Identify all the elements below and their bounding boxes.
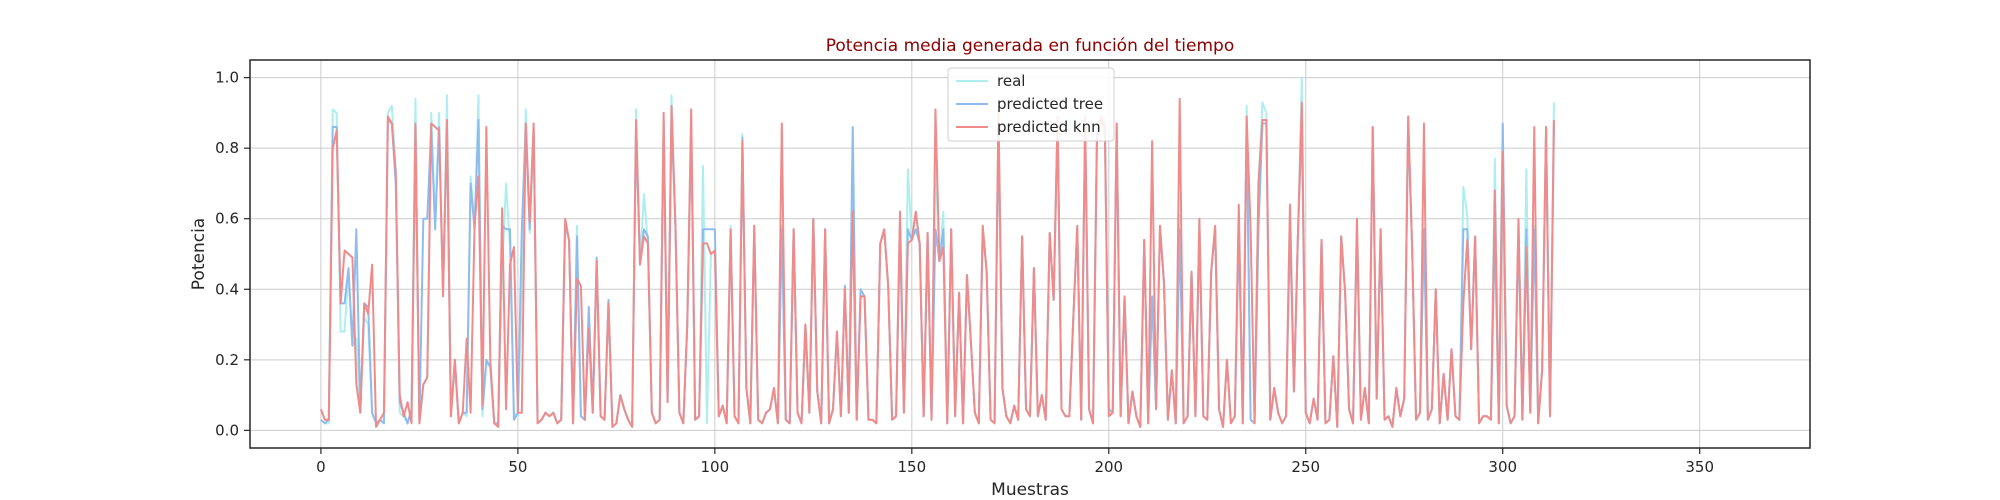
x-tick-label: 350 xyxy=(1685,458,1714,476)
series-line-predicted-knn xyxy=(319,97,1555,428)
legend-label-real: real xyxy=(997,72,1025,90)
y-tick-label: 0.2 xyxy=(215,351,239,369)
y-tick-label: 1.0 xyxy=(215,69,239,87)
legend-entry-predicted-tree: predicted tree xyxy=(956,95,1103,113)
x-tick-label: 100 xyxy=(701,458,730,476)
x-tick-label: 150 xyxy=(897,458,926,476)
series-lines xyxy=(319,76,1555,428)
x-tick-label: 50 xyxy=(508,458,527,476)
x-tick-label: 0 xyxy=(316,458,326,476)
chart-title: Potencia media generada en función del t… xyxy=(826,36,1235,56)
x-tick-label: 300 xyxy=(1488,458,1517,476)
axis-ticks: 0 50 100 150 200 250 300 350 0.0 0.2 0.4 0.6 0.8 1.0 xyxy=(215,69,1714,476)
legend-entry-predicted-knn: predicted knn xyxy=(956,118,1101,136)
plot-frame xyxy=(249,59,1811,449)
legend-label-predicted-tree: predicted tree xyxy=(997,95,1103,113)
x-tick-label: 250 xyxy=(1291,458,1320,476)
y-tick-label: 0.0 xyxy=(215,421,239,439)
legend: real predicted tree predicted knn xyxy=(947,67,1115,142)
y-tick-label: 0.8 xyxy=(215,139,239,157)
x-axis-title: Muestras xyxy=(991,480,1069,500)
x-tick-label: 200 xyxy=(1094,458,1123,476)
legend-label-predicted-knn: predicted knn xyxy=(997,118,1101,136)
legend-box xyxy=(947,67,1115,142)
y-tick-label: 0.4 xyxy=(215,280,239,298)
legend-entry-real: real xyxy=(956,72,1025,90)
y-axis-title: Potencia xyxy=(189,218,209,290)
y-tick-label: 0.6 xyxy=(215,210,239,228)
